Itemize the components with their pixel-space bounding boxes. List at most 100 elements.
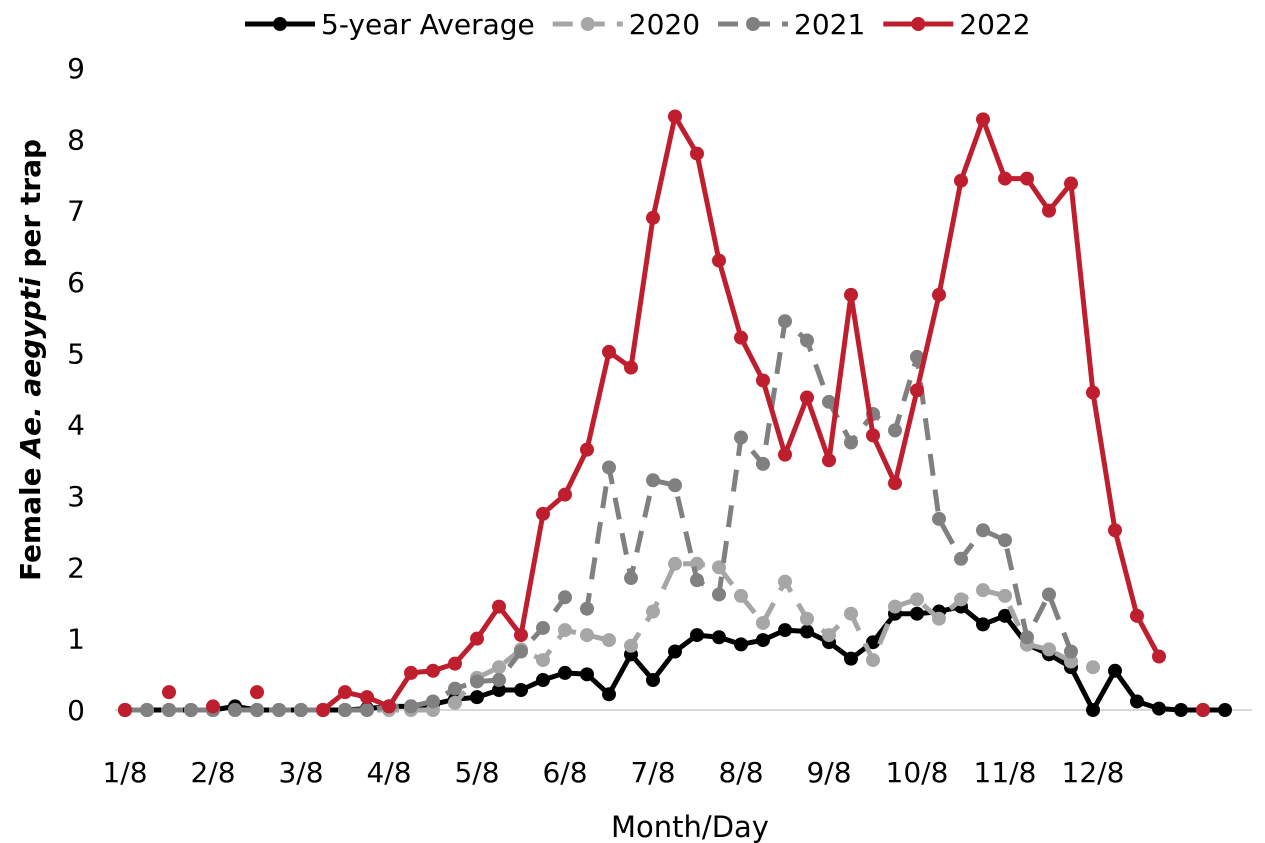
data-point <box>646 473 660 488</box>
data-point <box>1130 694 1144 709</box>
data-point <box>470 631 484 646</box>
data-point <box>140 703 154 717</box>
data-point <box>932 611 946 626</box>
data-point <box>536 673 550 688</box>
legend-label: 2021 <box>794 8 865 41</box>
data-point <box>932 287 946 302</box>
data-point <box>492 660 506 675</box>
legend-item: 2021 <box>718 8 865 41</box>
legend-swatch-marker <box>746 17 761 31</box>
data-point <box>514 683 528 698</box>
data-point <box>690 146 704 161</box>
data-point <box>756 615 770 630</box>
legend-label: 2022 <box>959 8 1030 41</box>
data-point <box>712 560 726 575</box>
series-3 <box>118 314 1078 717</box>
data-point <box>1042 642 1056 657</box>
series-4 <box>118 109 1210 717</box>
data-point <box>624 571 638 586</box>
data-point <box>954 592 968 607</box>
data-point <box>1218 703 1232 717</box>
y-axis-title-part-1: Female <box>14 458 47 581</box>
data-point <box>492 673 506 688</box>
data-point <box>1108 523 1122 538</box>
data-point <box>250 703 264 717</box>
data-point <box>404 699 418 714</box>
data-point <box>734 330 748 345</box>
data-point <box>404 665 418 680</box>
data-point <box>294 703 308 717</box>
x-tick-label: 8/8 <box>718 756 763 789</box>
y-tick-label: 2 <box>67 551 85 584</box>
y-tick-label: 4 <box>67 409 85 442</box>
data-point <box>602 687 616 702</box>
data-point <box>756 373 770 388</box>
x-tick-label: 11/8 <box>974 756 1037 789</box>
data-point <box>316 703 330 717</box>
data-point <box>580 628 594 643</box>
data-point <box>1020 171 1034 186</box>
data-point <box>1196 703 1210 717</box>
data-point <box>954 551 968 566</box>
legend-swatch-marker <box>911 17 926 31</box>
legend-swatch-marker <box>580 17 595 31</box>
data-point <box>118 703 132 717</box>
data-point <box>778 574 792 589</box>
data-point <box>1086 385 1100 400</box>
y-tick-label: 5 <box>67 337 85 370</box>
data-point <box>580 601 594 616</box>
data-point <box>646 210 660 225</box>
data-point <box>668 556 682 571</box>
data-point <box>1174 703 1188 717</box>
data-point <box>976 583 990 598</box>
data-point <box>382 699 396 714</box>
data-point <box>910 606 924 621</box>
data-point <box>602 344 616 359</box>
legend-item: 2022 <box>883 8 1031 41</box>
data-point <box>558 665 572 680</box>
data-point <box>536 620 550 635</box>
x-tick-label: 7/8 <box>630 756 675 789</box>
data-point <box>360 703 374 717</box>
data-point <box>712 253 726 268</box>
x-tick-label: 3/8 <box>278 756 323 789</box>
data-point <box>822 628 836 643</box>
data-point <box>668 644 682 659</box>
data-point <box>646 604 660 619</box>
data-point <box>998 608 1012 623</box>
x-tick-label: 10/8 <box>886 756 949 789</box>
data-point <box>800 333 814 348</box>
data-point <box>1064 176 1078 191</box>
data-point <box>822 394 836 409</box>
series-line <box>125 318 1074 713</box>
y-tick-label: 7 <box>67 195 85 228</box>
data-point <box>998 533 1012 548</box>
data-point <box>338 685 352 700</box>
data-point <box>998 171 1012 186</box>
data-point <box>668 109 682 124</box>
data-point <box>1064 654 1078 669</box>
legend-swatch-marker <box>273 17 287 31</box>
data-point <box>866 428 880 443</box>
data-point <box>844 606 858 621</box>
data-point <box>580 442 594 457</box>
x-tick-label: 5/8 <box>454 756 499 789</box>
y-axis-title-part-3: per trap <box>14 139 47 277</box>
data-point <box>426 663 440 678</box>
data-point <box>580 667 594 682</box>
y-tick-label: 1 <box>67 623 85 656</box>
data-point <box>844 287 858 302</box>
data-point <box>756 456 770 471</box>
data-point <box>1086 660 1100 675</box>
legend-item: 5-year Average <box>245 8 535 41</box>
x-tick-label: 1/8 <box>102 756 147 789</box>
data-point <box>602 460 616 475</box>
data-point <box>910 592 924 607</box>
data-point <box>646 673 660 688</box>
data-point <box>1130 608 1144 623</box>
data-point <box>976 617 990 632</box>
data-point <box>272 703 286 717</box>
data-point <box>888 423 902 438</box>
data-point <box>558 487 572 502</box>
